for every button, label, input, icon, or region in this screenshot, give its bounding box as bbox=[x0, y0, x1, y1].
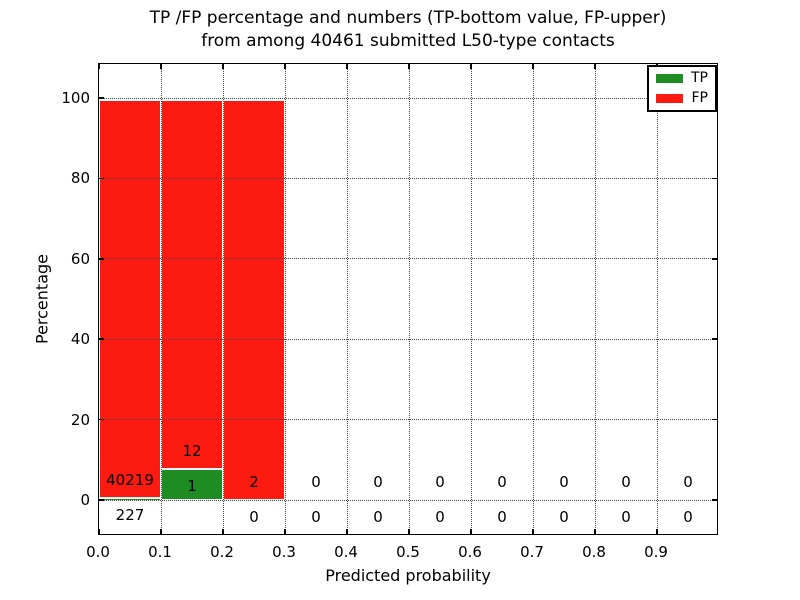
y-tick-left bbox=[99, 97, 104, 99]
tp-legend-label: TP bbox=[691, 70, 708, 86]
v-gridline bbox=[470, 64, 472, 534]
y-tick-right bbox=[712, 258, 717, 260]
v-gridline bbox=[408, 64, 410, 534]
y-tick-right bbox=[712, 338, 717, 340]
legend-entry-tp: TP bbox=[656, 71, 708, 86]
x-tick-bottom bbox=[656, 529, 658, 534]
y-tick-left bbox=[99, 258, 104, 260]
x-tick-label: 0.4 bbox=[334, 543, 358, 561]
fp-legend-label: FP bbox=[691, 90, 709, 106]
v-gridline bbox=[594, 64, 596, 534]
h-gridline bbox=[99, 97, 717, 99]
tp-count-label: 1 bbox=[187, 477, 197, 496]
fp-count-label: 40219 bbox=[106, 470, 154, 489]
y-tick-left bbox=[99, 338, 104, 340]
tp-legend-swatch bbox=[656, 74, 683, 83]
x-tick-bottom bbox=[470, 529, 472, 534]
x-tick-top bbox=[160, 64, 162, 69]
h-gridline bbox=[99, 338, 717, 340]
y-tick-left bbox=[99, 499, 104, 501]
x-tick-bottom bbox=[98, 529, 100, 534]
x-tick-label: 0.1 bbox=[148, 543, 172, 561]
tp-count-label: 0 bbox=[683, 508, 693, 527]
tp-count-label: 0 bbox=[621, 508, 631, 527]
v-gridline bbox=[284, 64, 286, 534]
h-gridline bbox=[99, 258, 717, 260]
bar-fp-segment bbox=[223, 100, 285, 500]
x-tick-label: 0.9 bbox=[644, 543, 668, 561]
fp-count-label: 0 bbox=[435, 472, 445, 491]
y-tick-right bbox=[712, 418, 717, 421]
tp-count-label: 0 bbox=[497, 508, 507, 527]
x-tick-top bbox=[532, 64, 534, 69]
x-tick-label: 0.7 bbox=[520, 543, 544, 561]
x-tick-bottom bbox=[222, 529, 224, 534]
bar-fp-segment bbox=[161, 100, 223, 470]
y-tick-left bbox=[99, 418, 104, 421]
chart-title-line2: from among 40461 submitted L50-type cont… bbox=[201, 31, 615, 51]
x-tick-label: 0.6 bbox=[458, 543, 482, 561]
v-gridline bbox=[346, 64, 348, 534]
chart-title: TP /FP percentage and numbers (TP-bottom… bbox=[98, 7, 718, 53]
v-gridline bbox=[532, 64, 534, 534]
x-tick-top bbox=[222, 64, 224, 69]
h-gridline bbox=[99, 419, 717, 421]
y-tick-label: 40 bbox=[70, 330, 90, 349]
x-tick-top bbox=[470, 64, 472, 69]
fp-count-label: 0 bbox=[683, 472, 693, 491]
x-tick-bottom bbox=[346, 529, 348, 534]
x-tick-top bbox=[594, 64, 596, 69]
fp-count-label: 0 bbox=[559, 472, 569, 491]
y-tick-label: 60 bbox=[70, 249, 90, 268]
fp-count-label: 0 bbox=[373, 472, 383, 491]
v-gridline bbox=[160, 64, 162, 534]
chart-title-line1: TP /FP percentage and numbers (TP-bottom… bbox=[149, 8, 667, 28]
x-tick-bottom bbox=[594, 529, 596, 534]
x-tick-label: 0.0 bbox=[86, 543, 110, 561]
y-tick-left bbox=[99, 177, 104, 180]
tp-count-label: 0 bbox=[559, 508, 569, 527]
y-tick-label: 0 bbox=[80, 491, 90, 509]
x-tick-label: 0.8 bbox=[582, 543, 606, 561]
y-tick-right bbox=[712, 177, 717, 180]
x-tick-bottom bbox=[532, 529, 534, 534]
x-tick-bottom bbox=[160, 529, 162, 534]
y-tick-label: 100 bbox=[61, 89, 90, 107]
h-gridline bbox=[99, 177, 717, 179]
x-tick-label: 0.3 bbox=[272, 543, 296, 561]
legend: TP FP bbox=[647, 65, 717, 112]
fp-count-label: 0 bbox=[497, 472, 507, 491]
tp-count-label: 0 bbox=[249, 508, 259, 527]
v-gridline bbox=[222, 64, 224, 534]
x-axis-label: Predicted probability bbox=[325, 566, 491, 585]
fp-count-label: 2 bbox=[249, 472, 259, 491]
tp-count-label: 0 bbox=[435, 508, 445, 527]
x-tick-top bbox=[346, 64, 348, 69]
x-tick-label: 0.5 bbox=[396, 543, 420, 561]
x-tick-bottom bbox=[284, 529, 286, 534]
y-tick-label: 20 bbox=[70, 410, 90, 429]
y-tick-right bbox=[712, 499, 717, 501]
y-tick-label: 80 bbox=[70, 169, 90, 188]
v-gridline bbox=[656, 64, 658, 534]
fp-legend-swatch bbox=[656, 94, 683, 103]
plot-area: 40219 227 12 1 2 0 0 0 0 0 0 0 0 0 0 0 0 0 0 0 bbox=[98, 63, 718, 535]
legend-entry-fp: FP bbox=[656, 91, 708, 106]
fp-count-label: 0 bbox=[311, 472, 321, 491]
tp-count-label: 0 bbox=[373, 508, 383, 527]
fp-count-label: 0 bbox=[621, 472, 631, 491]
x-tick-bottom bbox=[408, 529, 410, 534]
h-gridline bbox=[99, 499, 717, 501]
tp-count-label: 0 bbox=[311, 508, 321, 527]
x-tick-top bbox=[98, 64, 100, 69]
x-tick-top bbox=[408, 64, 410, 69]
x-tick-label: 0.2 bbox=[210, 543, 234, 561]
tp-count-label: 227 bbox=[115, 506, 145, 525]
fp-count-label: 12 bbox=[182, 441, 202, 460]
x-tick-top bbox=[284, 64, 286, 69]
bar-fp-segment bbox=[99, 100, 161, 498]
